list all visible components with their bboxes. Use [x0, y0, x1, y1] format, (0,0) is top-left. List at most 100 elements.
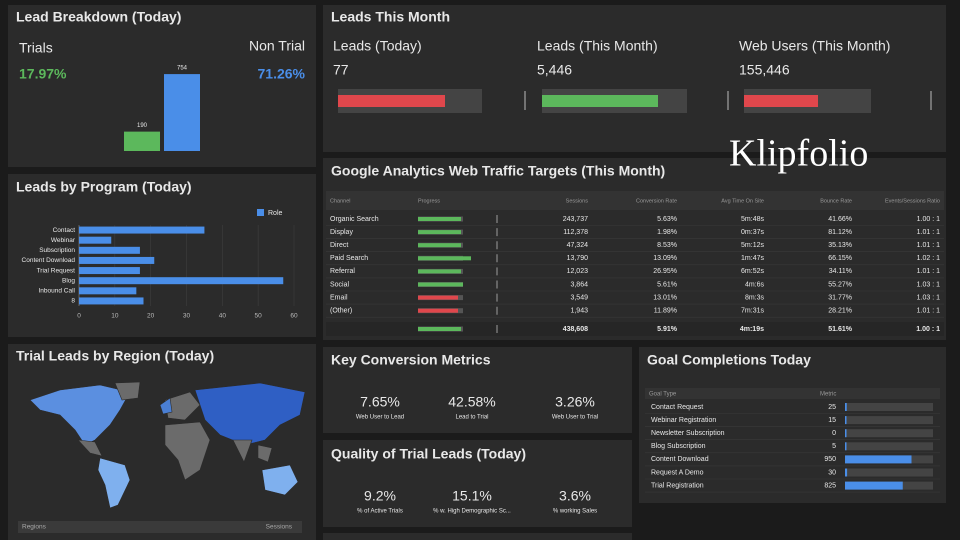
x-tick-label: 60	[290, 313, 298, 320]
panel-title: Key Conversion Metrics	[331, 352, 491, 368]
cell: 1.01 : 1	[917, 308, 940, 315]
panel-title: Leads This Month	[331, 9, 450, 25]
cell: 5m:12s	[741, 242, 764, 249]
panel-title: Goal Completions Today	[647, 352, 811, 368]
bar	[845, 442, 847, 451]
kpi-label: Non Trial	[249, 38, 305, 54]
metric-label: Leads (This Month)	[537, 38, 658, 54]
progress-fill	[418, 217, 461, 221]
cell: 7m:31s	[741, 308, 764, 315]
cell: 3,864	[570, 281, 588, 288]
table-header	[645, 388, 940, 399]
cell: 1.01 : 1	[917, 229, 940, 236]
bar	[79, 287, 137, 295]
cell: Blog Subscription	[651, 443, 706, 450]
metric-label: Lead to Trial	[455, 415, 488, 421]
cell: 13.01%	[653, 294, 677, 301]
bar	[164, 74, 200, 151]
cell: (Other)	[330, 308, 352, 315]
column-header: Progress	[418, 198, 440, 204]
progress-fill	[418, 327, 461, 331]
cell: 950	[824, 456, 836, 463]
progress-fill	[418, 269, 461, 274]
cell: 31.77%	[828, 294, 852, 301]
metric-label: Web Users (This Month)	[739, 38, 890, 54]
cell: Webinar Registration	[651, 417, 716, 424]
bar-track	[845, 416, 933, 425]
bar	[845, 455, 912, 464]
cell: 11.89%	[654, 308, 677, 315]
cell: 0	[832, 430, 836, 437]
cell: 5.61%	[657, 281, 677, 288]
bar	[79, 246, 140, 254]
panel	[323, 5, 946, 152]
cell: 1.03 : 1	[917, 294, 940, 301]
metric-label: Web User to Trial	[552, 415, 598, 421]
cell: Paid Search	[330, 255, 368, 262]
y-tick-label: 8	[71, 298, 75, 305]
cell: 51.61%	[828, 326, 853, 333]
cell: 35.13%	[828, 242, 852, 249]
column-header: Metric	[820, 392, 836, 398]
metric-label: % w. High Demographic Sc...	[433, 509, 511, 515]
cell: 3,549	[570, 294, 588, 301]
y-tick-label: Content Download	[22, 257, 76, 264]
panel	[8, 174, 316, 337]
cell: 4m:6s	[745, 281, 765, 288]
cell: Email	[330, 294, 348, 301]
cell: 30	[828, 469, 836, 476]
panel-title: Google Analytics Web Traffic Targets (Th…	[331, 163, 665, 179]
bar	[79, 277, 284, 285]
metric-label: Web User to Lead	[356, 415, 404, 421]
cell: 15	[828, 417, 836, 424]
cell: 4m:19s	[740, 326, 764, 333]
progress-fill	[744, 95, 818, 107]
column-header: Bounce Rate	[820, 198, 852, 204]
y-tick-label: Trial Request	[37, 267, 76, 274]
bar-track	[845, 442, 933, 451]
bar	[845, 429, 847, 438]
cell: 5m:48s	[741, 216, 764, 223]
column-header: Conversion Rate	[636, 198, 677, 204]
x-tick-label: 30	[183, 313, 191, 320]
cell: 438,608	[563, 326, 588, 333]
table-header	[326, 191, 944, 210]
x-tick-label: 40	[219, 313, 227, 320]
kpi-value: 71.26%	[258, 66, 306, 82]
column-header: Events/Sessions Ratio	[885, 198, 940, 204]
panel	[8, 5, 316, 167]
cell: 1,943	[570, 308, 588, 315]
panel	[323, 533, 632, 540]
bar	[845, 403, 847, 411]
x-tick-label: 50	[255, 313, 263, 320]
cell: Direct	[330, 242, 348, 249]
progress-fill	[338, 95, 445, 107]
cell: Request A Demo	[651, 469, 704, 476]
cell: 8m:3s	[745, 294, 765, 301]
bar	[79, 267, 140, 275]
column-header: Regions	[22, 524, 47, 531]
column-header: Avg Time On Site	[721, 198, 764, 204]
panel	[323, 158, 946, 340]
cell: 13,790	[567, 255, 589, 262]
panel-title: Leads by Program (Today)	[16, 179, 192, 195]
progress-fill	[418, 230, 461, 235]
column-header: Goal Type	[649, 392, 677, 398]
progress-fill	[418, 295, 458, 300]
progress-fill	[542, 95, 658, 107]
metric-value: 3.6%	[559, 488, 591, 504]
cell: 1.98%	[657, 229, 677, 236]
bar-track	[845, 468, 933, 477]
cell: 55.27%	[828, 281, 852, 288]
cell: 243,737	[563, 216, 588, 223]
panel	[639, 347, 946, 503]
metric-value: 5,446	[537, 62, 572, 78]
panel	[8, 344, 316, 540]
cell: Referral	[330, 268, 355, 275]
panel-title: Quality of Trial Leads (Today)	[331, 446, 526, 462]
cell: 1m:47s	[741, 255, 764, 262]
cell: 5.63%	[657, 216, 677, 223]
bar	[124, 131, 160, 151]
bar	[845, 468, 848, 477]
